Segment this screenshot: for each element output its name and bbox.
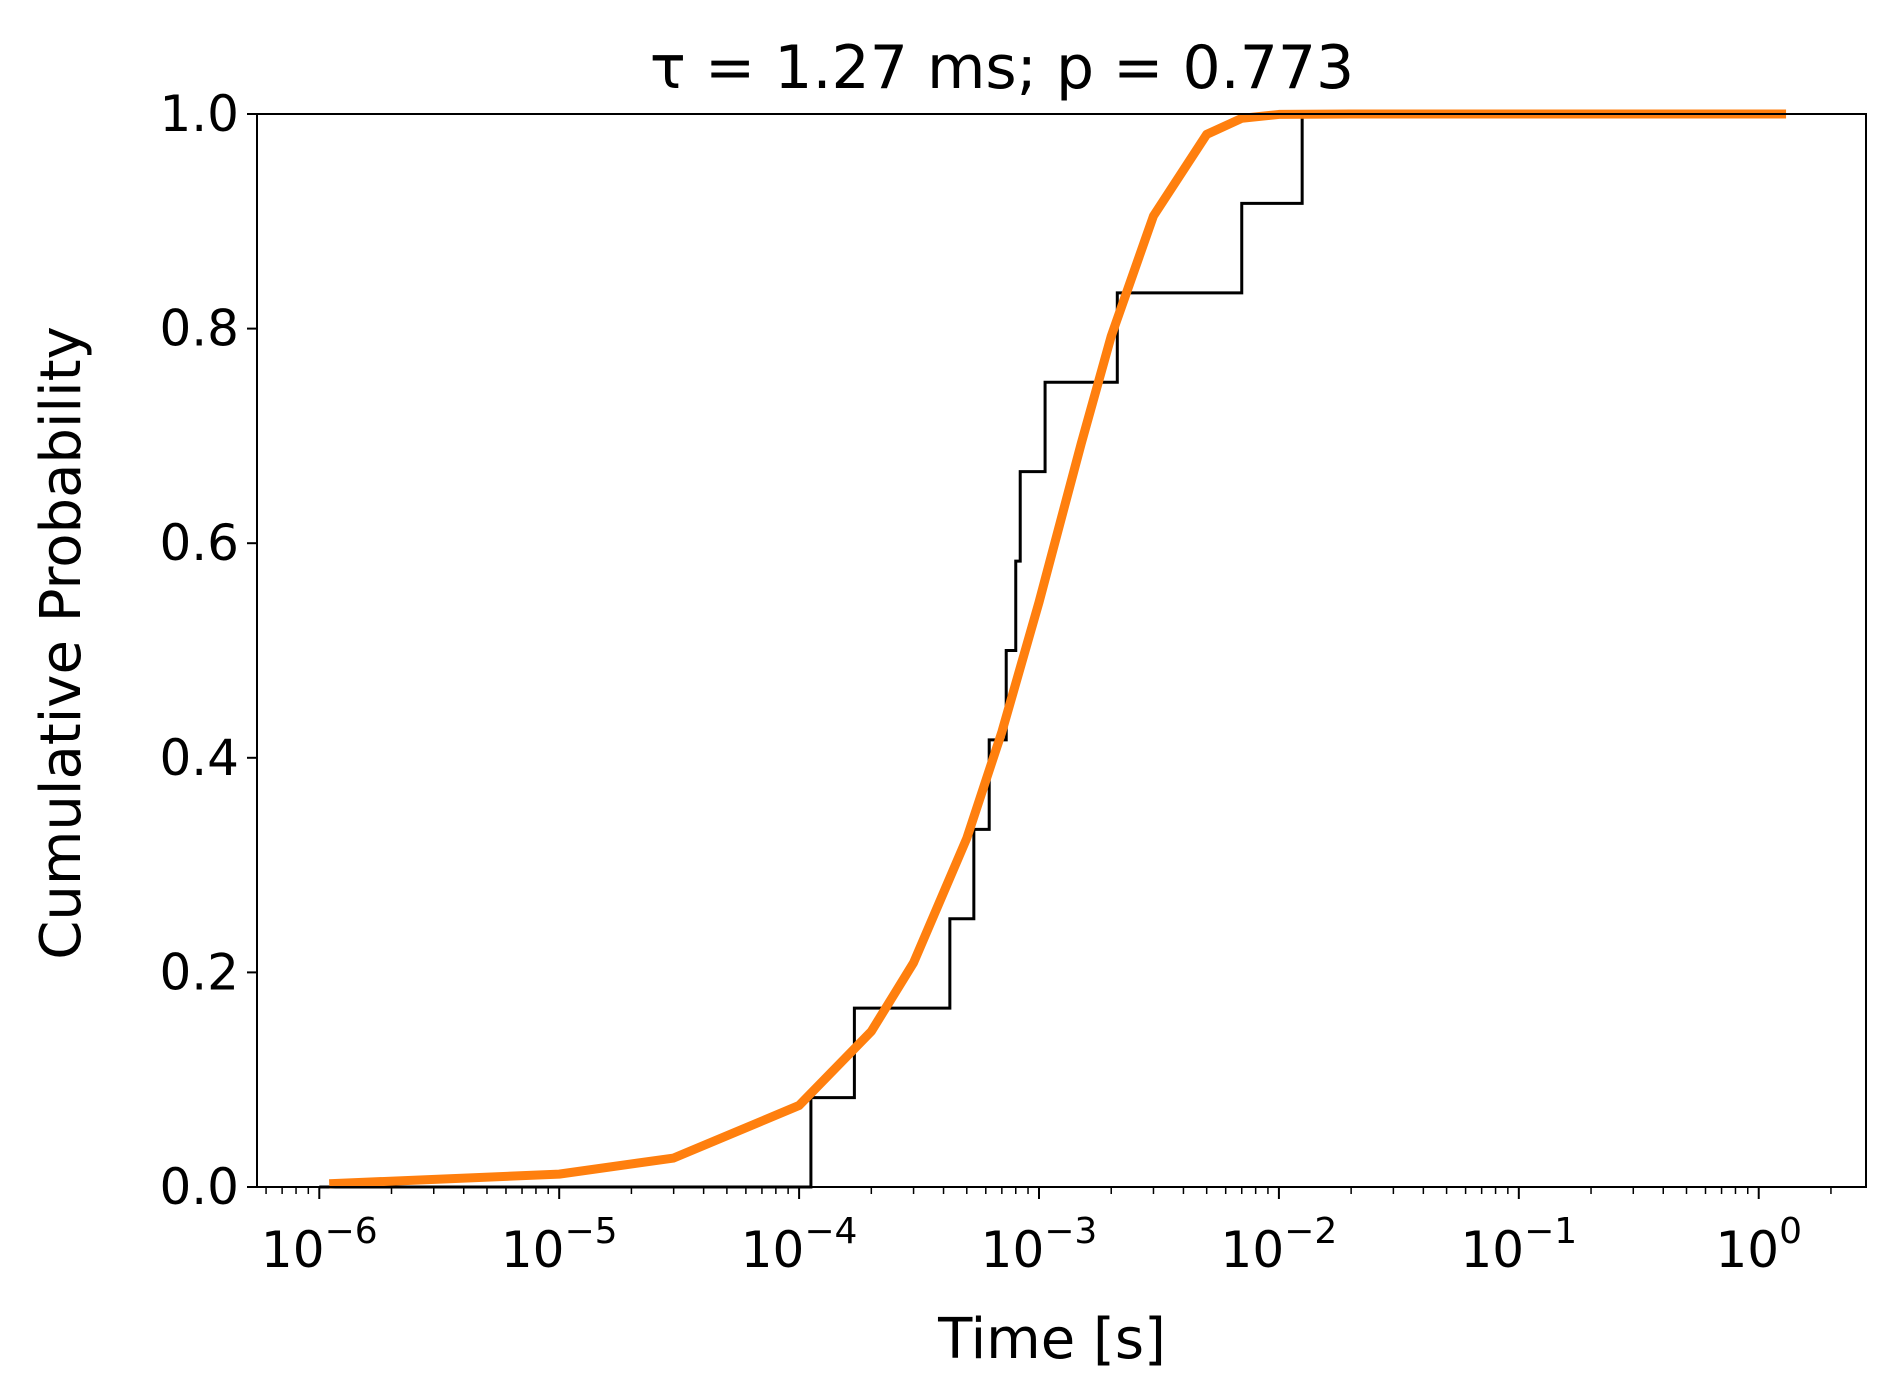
axes-frame [256, 113, 1867, 1188]
y-tick-label: 0.4 [159, 729, 239, 787]
x-axis-title: Time [s] [937, 1307, 1166, 1372]
x-tick-label: 10−6 [261, 1211, 378, 1279]
y-axis-title: Cumulative Probability [29, 326, 94, 959]
x-tick-label: 10−2 [1221, 1211, 1338, 1279]
axes: 0.0 0.2 0.4 0.6 0.8 1.0 10−6 10−5 10−4 10−3 10−2 10… [159, 85, 1867, 1279]
plot-area [319, 109, 1787, 1189]
y-tick-label: 1.0 [159, 85, 239, 143]
x-tick-label: 10−3 [981, 1211, 1098, 1279]
x-tick-label: 10−1 [1460, 1211, 1577, 1279]
x-tick-label: 100 [1715, 1211, 1802, 1279]
x-tick-label: 10−5 [501, 1211, 618, 1279]
fitted-cdf-curve [329, 109, 1787, 1189]
y-axis-title-group: Cumulative Probability [29, 326, 94, 959]
empirical-cdf-step-line [319, 114, 1304, 1189]
y-tick-label: 0.6 [159, 514, 239, 572]
chart-title: τ = 1.27 ms; p = 0.773 [650, 33, 1354, 103]
x-tick-label: 10−4 [741, 1211, 858, 1279]
y-tick-label: 0.8 [159, 300, 239, 358]
y-tick-label: 0.0 [159, 1158, 239, 1216]
y-tick-label: 0.2 [159, 943, 239, 1001]
